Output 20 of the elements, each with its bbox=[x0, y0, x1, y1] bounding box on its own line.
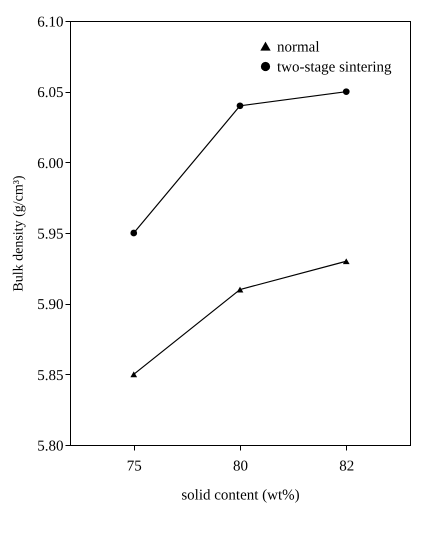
y-tick-label: 5.85 bbox=[37, 368, 64, 384]
legend-label: two-stage sintering bbox=[277, 60, 392, 76]
y-tick-label: 5.80 bbox=[37, 438, 64, 454]
point bbox=[130, 230, 138, 236]
x-tick-label: 80 bbox=[233, 458, 248, 474]
point bbox=[342, 258, 350, 264]
y-tick-label: 5.90 bbox=[37, 297, 64, 314]
y-axis-title: Bulk density (g/cm³) bbox=[11, 175, 26, 292]
y-tick-label: 5.95 bbox=[37, 226, 64, 242]
y-tick-label: 6.05 bbox=[37, 85, 64, 102]
y-tick-label: 6.00 bbox=[37, 156, 64, 172]
x-tick-label: 75 bbox=[126, 458, 142, 474]
point bbox=[342, 88, 350, 96]
x-tick-label: 82 bbox=[339, 458, 354, 474]
point bbox=[130, 371, 138, 378]
point bbox=[236, 286, 244, 292]
legend-label: normal bbox=[277, 40, 320, 56]
y-tick-label: 6.10 bbox=[37, 14, 64, 30]
point bbox=[236, 102, 244, 110]
x-axis-title: solid content (wt%) bbox=[181, 488, 300, 504]
